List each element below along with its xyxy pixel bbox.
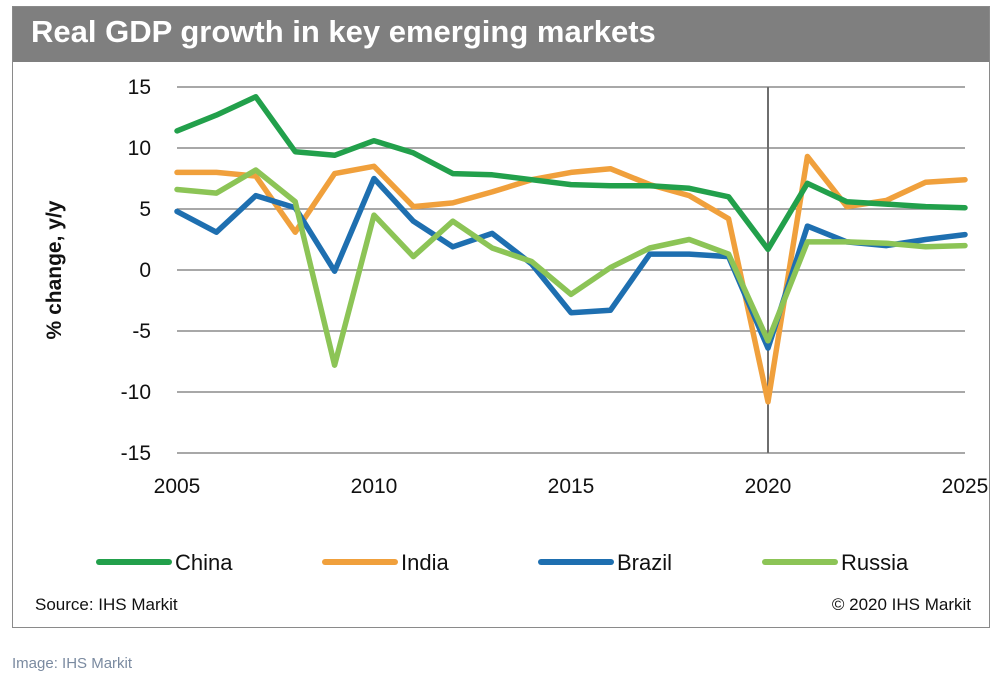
y-tick-label: -5 [132, 320, 151, 343]
y-tick-label: -10 [121, 381, 151, 404]
x-tick-label: 2015 [548, 475, 595, 498]
legend-label-india: India [401, 550, 449, 575]
y-tick-label: 10 [128, 137, 151, 160]
x-tick-label: 2005 [154, 475, 201, 498]
y-tick-label: 15 [128, 76, 151, 99]
title-bar: Real GDP growth in key emerging markets [13, 7, 989, 62]
x-tick-label: 2025 [942, 475, 989, 498]
series-line-china [174, 94, 968, 253]
y-tick-label: 5 [139, 198, 151, 221]
series-line-india [174, 153, 968, 405]
series-line-brazil [174, 175, 968, 351]
x-tick-label: 2020 [745, 475, 792, 498]
y-tick-label: 0 [139, 259, 151, 282]
y-tick-label: -15 [121, 442, 151, 465]
legend-label-brazil: Brazil [617, 550, 672, 575]
copyright-note: © 2020 IHS Markit [831, 595, 971, 614]
y-axis-label: % change, y/y [43, 200, 66, 339]
legend-label-china: China [175, 550, 233, 575]
source-note: Source: IHS Markit [35, 595, 178, 614]
chart-title: Real GDP growth in key emerging markets [31, 14, 656, 49]
image-caption: Image: IHS Markit [12, 655, 133, 672]
x-tick-label: 2010 [351, 475, 398, 498]
legend-label-russia: Russia [841, 550, 909, 575]
chart-figure: Real GDP growth in key emerging markets … [12, 6, 990, 628]
series-line-russia [174, 167, 968, 368]
